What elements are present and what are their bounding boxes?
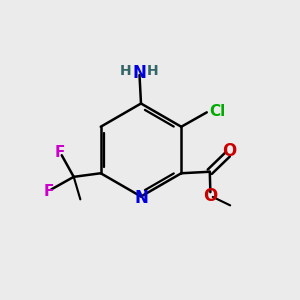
Text: H: H [147,64,159,78]
Text: N: N [134,189,148,207]
Text: F: F [54,145,64,160]
Text: O: O [222,142,236,160]
Text: F: F [44,184,54,199]
Text: O: O [203,187,218,205]
Text: H: H [120,64,132,78]
Text: Cl: Cl [209,103,225,118]
Text: N: N [133,64,146,82]
